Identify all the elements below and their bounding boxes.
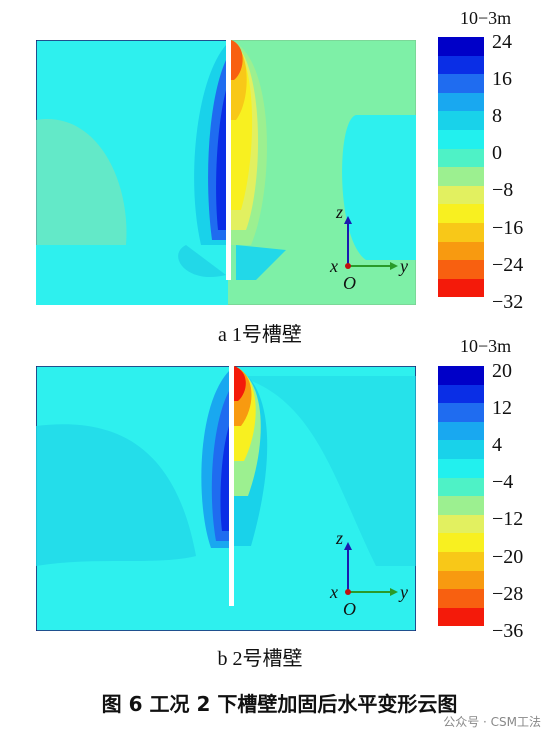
colorbar-a-tick: 16 xyxy=(492,68,512,90)
wall-slot-a xyxy=(226,40,231,280)
panel-a-caption: a 1号槽壁 xyxy=(218,324,302,346)
colorbar-a-tick: 0 xyxy=(492,142,502,164)
z-axis-label: z xyxy=(335,202,343,222)
colorbar-a-tick: −24 xyxy=(492,254,524,276)
colorbar-b-tick: −28 xyxy=(492,583,524,605)
colorbar-a-tick: −16 xyxy=(492,217,524,239)
colorbar-b-tick: −36 xyxy=(492,620,524,642)
colorbar-a-tick: 8 xyxy=(492,105,502,127)
unit-label-b: 10−3m xyxy=(460,336,512,356)
contour-plot-b: z x y O xyxy=(36,366,416,631)
y-axis-label: y xyxy=(398,582,408,602)
axis-triad-a: z x y O xyxy=(329,202,408,293)
colorbar-b-tick: −12 xyxy=(492,508,524,530)
panel-b-caption: b 2号槽壁 xyxy=(217,648,303,670)
watermark: 公众号 · CSM工法 xyxy=(443,715,541,729)
wall-slot-b xyxy=(229,366,234,606)
colorbar-b-tick: 20 xyxy=(492,360,512,382)
x-axis-label: x xyxy=(329,256,338,276)
colorbar-b-tick: 4 xyxy=(492,434,502,456)
colorbar-b-tick: 12 xyxy=(492,397,512,419)
y-axis-label: y xyxy=(398,256,408,276)
contour-plot-a: z x y O xyxy=(36,40,416,305)
origin-label: O xyxy=(343,599,356,619)
figure-caption: 图 6 工况 2 下槽壁加固后水平变形云图 xyxy=(101,692,458,716)
colorbar-a-tick: 24 xyxy=(492,31,512,53)
colorbar-a-tick: −8 xyxy=(492,179,514,201)
z-axis-label: z xyxy=(335,528,343,548)
colorbar-a-tick: −32 xyxy=(492,291,524,313)
colorbar-b-tick: −20 xyxy=(492,546,524,568)
colorbar-b-tick: −4 xyxy=(492,471,514,493)
x-axis-label: x xyxy=(329,582,338,602)
colorbar-b xyxy=(438,366,484,627)
unit-label-a: 10−3m xyxy=(460,8,512,28)
origin-label: O xyxy=(343,273,356,293)
colorbar-a xyxy=(438,37,484,298)
axis-triad-b: z x y O xyxy=(329,528,408,619)
